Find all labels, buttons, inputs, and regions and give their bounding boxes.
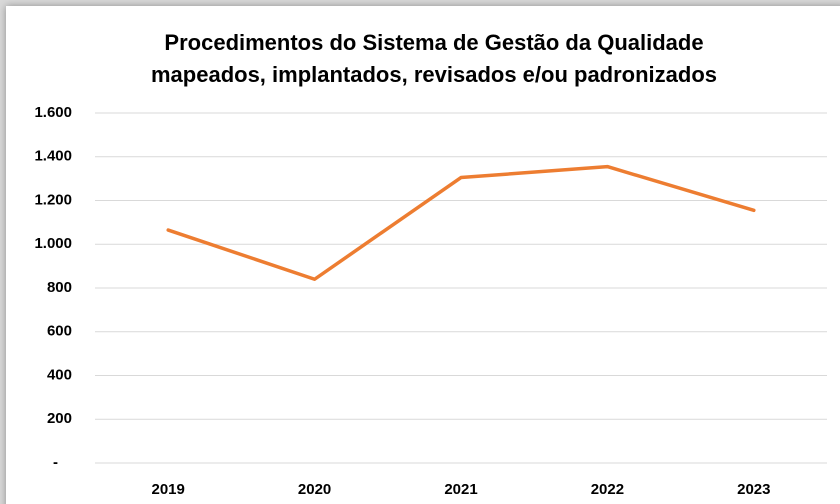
x-tick-label: 2019 <box>152 481 185 498</box>
y-tick-label: 1.400 <box>34 148 72 165</box>
y-tick-label: 800 <box>47 279 72 296</box>
y-tick-label: 1.600 <box>34 104 72 121</box>
data-line <box>166 164 756 281</box>
x-tick-label: 2022 <box>591 481 624 498</box>
y-tick-label: 400 <box>47 366 72 383</box>
y-tick-label: 600 <box>47 323 72 340</box>
chart-title: mapeados, implantados, revisados e/ou pa… <box>151 62 717 87</box>
y-tick-label: 1.200 <box>34 191 72 208</box>
x-tick-label: 2023 <box>737 481 770 498</box>
y-tick-label: 200 <box>47 410 72 427</box>
chart-card <box>6 6 840 504</box>
chart-title: Procedimentos do Sistema de Gestão da Qu… <box>164 30 703 55</box>
x-tick-label: 2020 <box>298 481 331 498</box>
x-tick-label: 2021 <box>444 481 477 498</box>
y-tick-label: - <box>53 454 58 471</box>
y-tick-label: 1.000 <box>34 235 72 252</box>
